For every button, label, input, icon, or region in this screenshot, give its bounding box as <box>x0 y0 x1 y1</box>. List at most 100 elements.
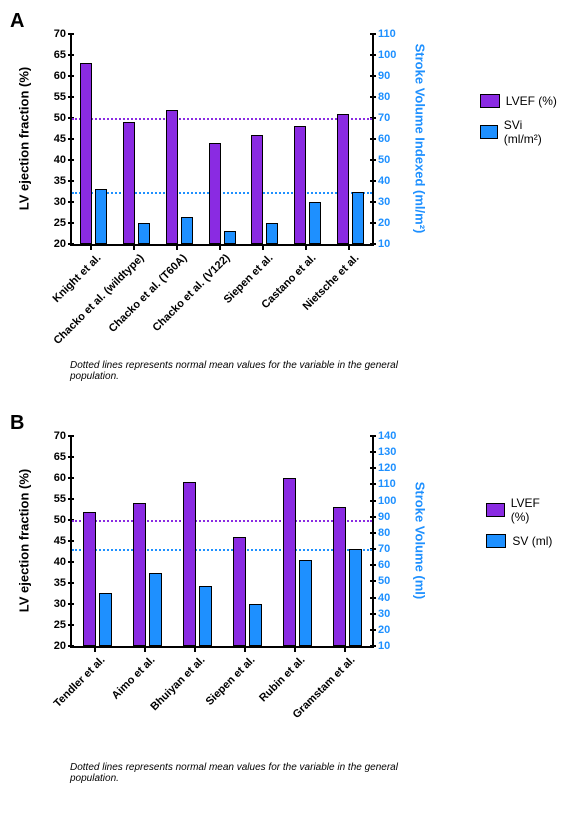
x-labels: Knight et al.Chacko et al. (wildtype)Cha… <box>70 246 370 356</box>
tick-mark <box>370 629 376 631</box>
tick-right: 110 <box>378 478 396 490</box>
tick-mark <box>370 532 376 534</box>
tick-left: 45 <box>54 535 66 547</box>
tick-left: 45 <box>54 133 66 145</box>
tick-mark <box>370 500 376 502</box>
legend-item: LVEF (%) <box>480 94 557 108</box>
legend-swatch <box>480 94 500 108</box>
bar-lvef <box>233 537 246 646</box>
bar-sv <box>352 192 364 245</box>
x-tick <box>144 646 146 652</box>
tick-left: 30 <box>54 196 66 208</box>
bar-sv <box>309 202 321 244</box>
bar-sv <box>224 231 236 244</box>
tick-right: 30 <box>378 196 390 208</box>
tick-mark <box>370 201 376 203</box>
tick-mark <box>370 564 376 566</box>
panel-label: A <box>10 10 24 33</box>
bar-lvef <box>83 512 96 646</box>
legend-item: SVi (ml/m²) <box>480 118 557 146</box>
tick-left: 25 <box>54 619 66 631</box>
legend-label: LVEF (%) <box>511 496 557 524</box>
tick-left: 35 <box>54 577 66 589</box>
panel-panelA: A202530354045505560657010203040506070809… <box>10 10 557 382</box>
refline-sv <box>72 549 372 551</box>
legend-swatch <box>480 125 498 139</box>
tick-right: 60 <box>378 559 390 571</box>
tick-mark <box>370 613 376 615</box>
bar-lvef <box>209 143 221 244</box>
tick-left: 40 <box>54 154 66 166</box>
x-label: Tendler et al. <box>52 654 108 710</box>
tick-mark <box>68 159 74 161</box>
tick-mark <box>370 75 376 77</box>
legend: LVEF (%) SV (ml) <box>486 496 557 558</box>
tick-right: 100 <box>378 495 396 507</box>
tick-mark <box>370 580 376 582</box>
tick-left: 40 <box>54 556 66 568</box>
tick-left: 25 <box>54 217 66 229</box>
bar-lvef <box>80 63 92 244</box>
tick-mark <box>370 159 376 161</box>
bar-lvef <box>123 122 135 244</box>
tick-right: 100 <box>378 49 396 61</box>
legend: LVEF (%) SVi (ml/m²) <box>480 94 557 156</box>
ylabel-right: Stroke Volume (ml) <box>413 436 428 646</box>
refline-lvef <box>72 520 372 522</box>
ylabel-left: LV ejection fraction (%) <box>17 34 32 244</box>
tick-left: 60 <box>54 472 66 484</box>
tick-right: 120 <box>378 462 396 474</box>
tick-left: 60 <box>54 70 66 82</box>
tick-mark <box>68 603 74 605</box>
tick-right: 70 <box>378 112 390 124</box>
tick-mark <box>370 138 376 140</box>
legend-item: LVEF (%) <box>486 496 557 524</box>
tick-mark <box>68 582 74 584</box>
x-tick <box>348 244 350 250</box>
tick-right: 40 <box>378 175 390 187</box>
tick-left: 55 <box>54 91 66 103</box>
legend-swatch <box>486 503 504 517</box>
x-tick <box>244 646 246 652</box>
tick-right: 80 <box>378 527 390 539</box>
tick-mark <box>68 222 74 224</box>
tick-left: 20 <box>54 238 66 250</box>
tick-right: 60 <box>378 133 390 145</box>
x-labels: Tendler et al.Aimo et al.Bhuiyan et al.S… <box>70 648 370 758</box>
tick-mark <box>370 435 376 437</box>
tick-right: 10 <box>378 238 390 250</box>
tick-mark <box>68 54 74 56</box>
plot <box>72 34 372 244</box>
tick-right: 10 <box>378 640 390 652</box>
x-tick <box>294 646 296 652</box>
caption: Dotted lines represents normal mean valu… <box>70 762 418 784</box>
tick-mark <box>370 33 376 35</box>
legend-swatch <box>486 534 506 548</box>
tick-mark <box>68 477 74 479</box>
ylabel-left: LV ejection fraction (%) <box>17 436 32 646</box>
tick-mark <box>370 645 376 647</box>
tick-right: 20 <box>378 217 390 229</box>
bar-lvef <box>283 478 296 646</box>
tick-left: 65 <box>54 451 66 463</box>
legend-item: SV (ml) <box>486 534 557 548</box>
bar-sv <box>349 549 362 646</box>
x-tick <box>194 646 196 652</box>
tick-left: 30 <box>54 598 66 610</box>
tick-mark <box>68 540 74 542</box>
tick-mark <box>370 54 376 56</box>
tick-mark <box>370 222 376 224</box>
bar-lvef <box>337 114 349 244</box>
tick-left: 35 <box>54 175 66 187</box>
ylabel-right: Stroke Volume Indexed (ml/m²) <box>413 34 428 244</box>
x-tick <box>344 646 346 652</box>
tick-right: 90 <box>378 70 390 82</box>
plot <box>72 436 372 646</box>
tick-mark <box>68 624 74 626</box>
chart-wrap: 2025303540455055606570102030405060708090… <box>10 412 557 784</box>
panel-panelB: B202530354045505560657010203040506070809… <box>10 412 557 784</box>
bar-lvef <box>333 507 346 646</box>
bar-sv <box>181 217 193 244</box>
bar-sv <box>138 223 150 244</box>
tick-mark <box>68 33 74 35</box>
